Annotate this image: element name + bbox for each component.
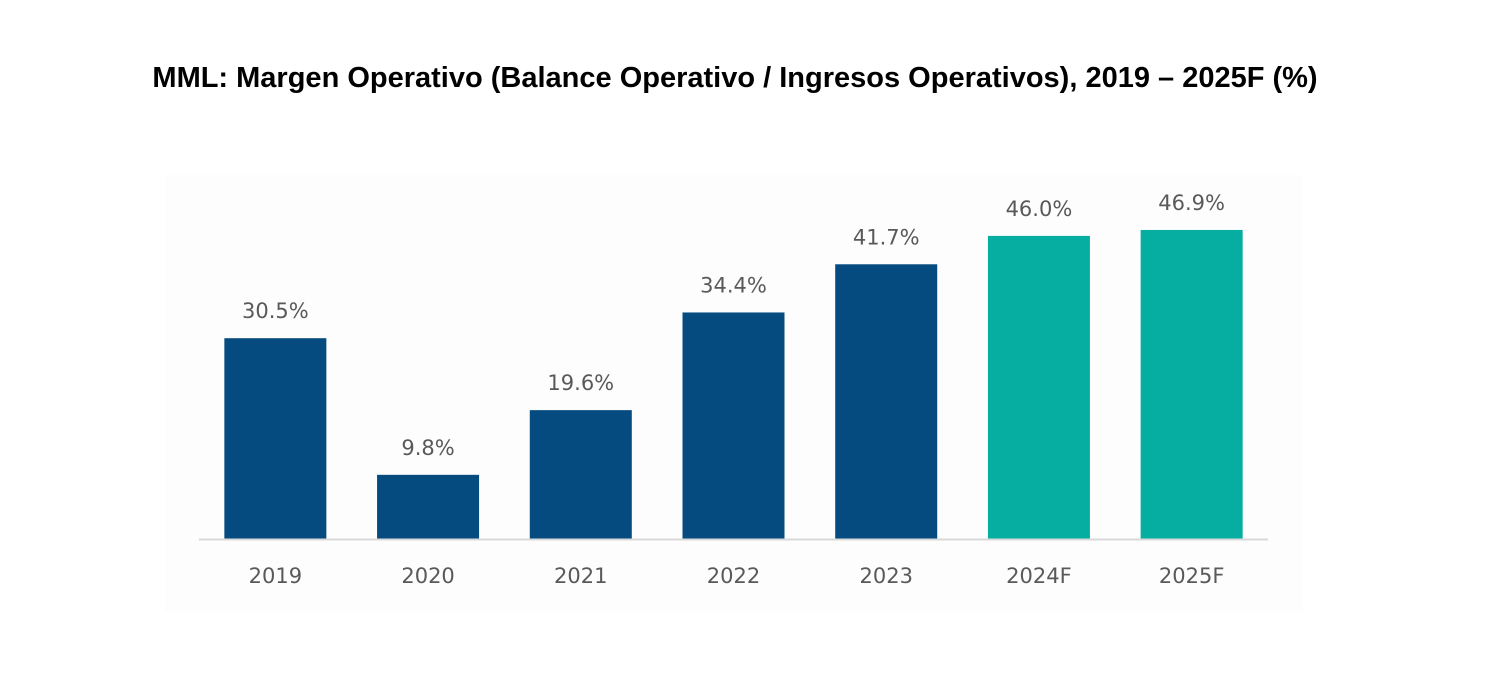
- data-label-2023: 41.7%: [853, 225, 920, 249]
- data-label-2025f: 46.9%: [1158, 191, 1225, 215]
- data-label-2019: 30.5%: [242, 299, 309, 323]
- bar-2021: [529, 410, 632, 540]
- data-label-2020: 9.8%: [401, 436, 454, 460]
- labels-layer: 30.5% 9.8% 19.6% 34.4% 41.7% 46.0% 46.9%: [242, 191, 1225, 460]
- bar-2022: [682, 312, 785, 540]
- x-tick-2021: 2021: [554, 564, 607, 588]
- x-tick-2020: 2020: [401, 564, 454, 588]
- chart-title: MML: Margen Operativo (Balance Operativo…: [152, 62, 1318, 94]
- bar-2023: [835, 264, 938, 540]
- data-label-2021: 19.6%: [547, 371, 614, 395]
- x-tick-2025f: 2025F: [1159, 564, 1225, 588]
- x-tick-labels: 2019 2020 2021 2022 2023 2024F 2025F: [249, 564, 1225, 588]
- data-label-2024f: 46.0%: [1006, 197, 1073, 221]
- bar-2024f: [987, 235, 1090, 540]
- x-tick-2023: 2023: [859, 564, 912, 588]
- data-label-2022: 34.4%: [700, 273, 767, 297]
- bar-2020: [377, 474, 480, 540]
- x-tick-2019: 2019: [249, 564, 302, 588]
- x-tick-2022: 2022: [707, 564, 760, 588]
- bar-2025f: [1140, 229, 1243, 540]
- bars-layer: [224, 229, 1243, 540]
- bar-2019: [224, 338, 327, 540]
- x-tick-2024f: 2024F: [1006, 564, 1072, 588]
